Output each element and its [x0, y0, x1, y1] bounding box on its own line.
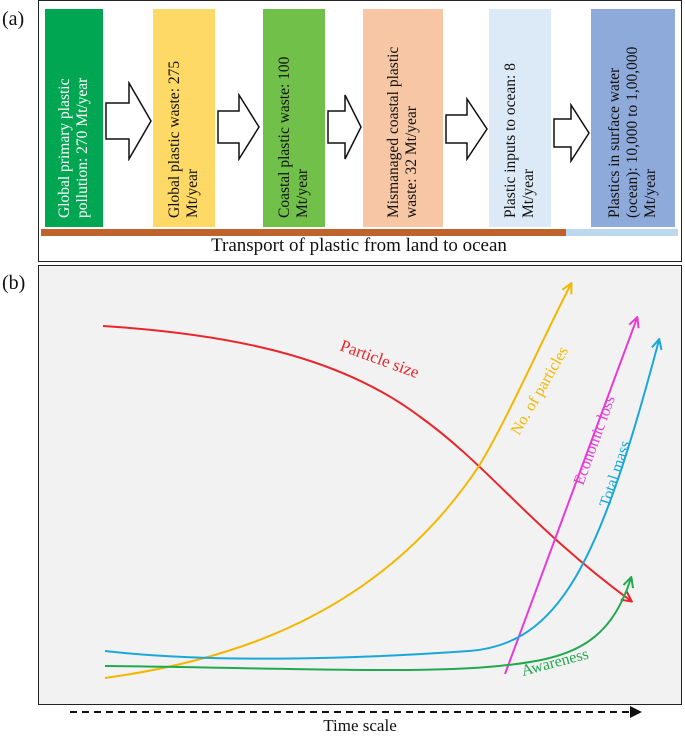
awareness-label: Awareness	[520, 646, 591, 680]
stage-ocean-inputs: Plastic inputs to ocean: 8 Mt/year	[489, 9, 551, 227]
ocean-transport-bar	[566, 229, 678, 236]
transport-caption: Transport of plastic from land to ocean	[211, 235, 507, 256]
stage-label: Coastal plastic waste: 100 Mt/year	[276, 56, 311, 218]
total-mass-label: Total mass	[597, 439, 634, 510]
flow-arrow-icon	[105, 81, 152, 161]
economic-loss-curve	[504, 318, 637, 675]
no-of-particles-curve	[104, 284, 571, 679]
awareness-curve	[104, 578, 631, 672]
total-mass-curve	[104, 340, 659, 660]
particle-size-label: Particle size	[338, 336, 422, 382]
stage-global-waste: Global plastic waste: 275 Mt/year	[153, 9, 215, 227]
flow-arrow-icon	[445, 97, 488, 161]
stage-label: Plastics in surface water (ocean): 10,00…	[606, 46, 659, 218]
panel-a-flow-diagram: Global primary plastic pollution: 270 Mt…	[38, 0, 682, 262]
land-transport-bar	[41, 229, 566, 236]
stage-label: Plastic inputs to ocean: 8 Mt/year	[502, 63, 537, 218]
no-of-particles-label: No. of particles	[508, 344, 572, 438]
panel-b-label: (b)	[2, 272, 26, 294]
stage-label: Global plastic waste: 275 Mt/year	[166, 60, 201, 218]
stage-label: Mismanaged coastal plastic waste: 32 Mt/…	[385, 46, 420, 218]
time-scale-axis: Time scale	[70, 702, 650, 742]
stage-surface-water: Plastics in surface water (ocean): 10,00…	[591, 9, 675, 227]
stage-coastal-waste: Coastal plastic waste: 100 Mt/year	[263, 9, 325, 227]
stage-primary-pollution: Global primary plastic pollution: 270 Mt…	[45, 9, 103, 227]
flow-arrow-icon	[217, 93, 260, 161]
time-scale-label: Time scale	[323, 716, 397, 735]
trend-curves: Particle size No. of particles Economic …	[102, 266, 682, 680]
stage-label: Global primary plastic pollution: 270 Mt…	[56, 77, 91, 218]
panel-a-label: (a)	[2, 8, 25, 30]
time-arrow-icon	[70, 706, 642, 718]
flow-arrow-icon	[327, 94, 362, 160]
particle-size-curve	[102, 325, 631, 601]
panel-b-trend-diagram: Particle size No. of particles Economic …	[38, 265, 682, 705]
stage-mismanaged-waste: Mismanaged coastal plastic waste: 32 Mt/…	[363, 9, 443, 227]
flow-arrow-icon	[553, 103, 590, 163]
